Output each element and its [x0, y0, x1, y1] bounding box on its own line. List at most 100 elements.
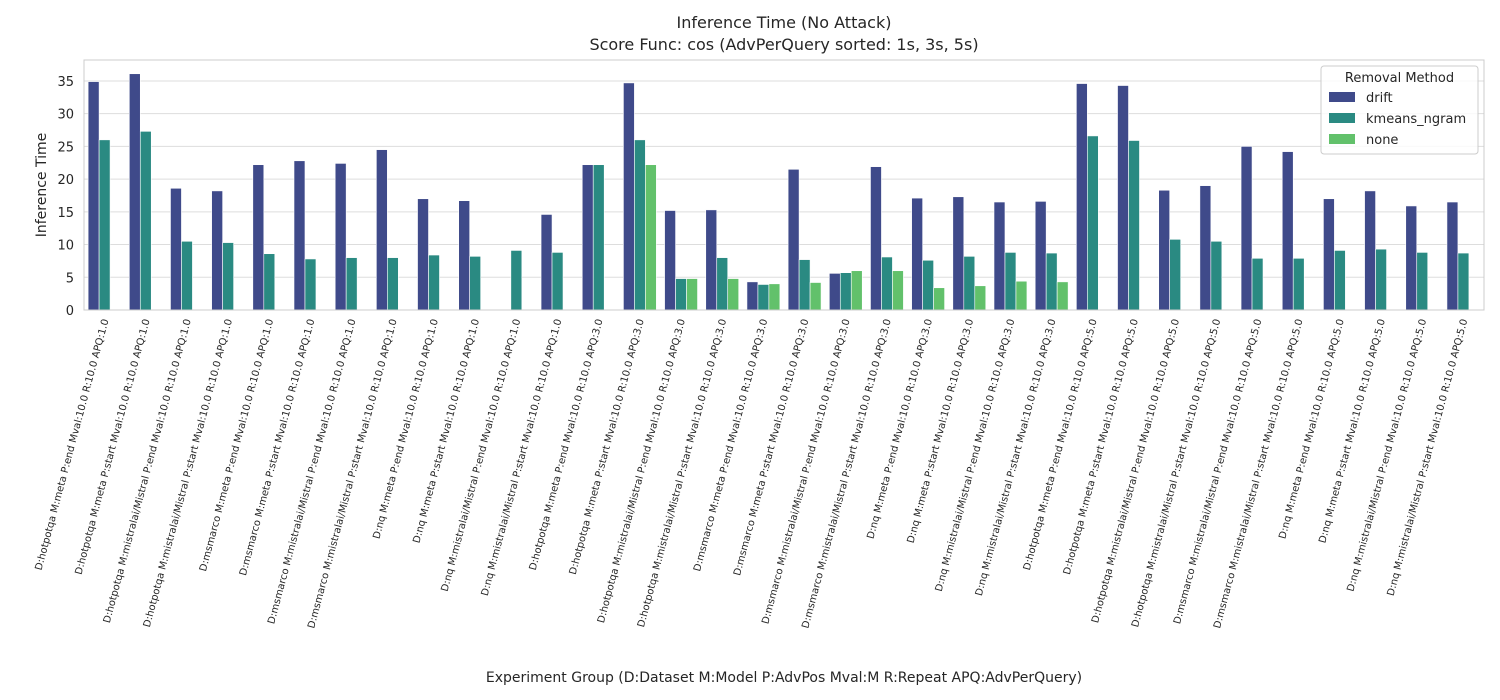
bar-drift	[1158, 189, 1170, 311]
x-tick-label: D:hotpotqa M:meta P:end Mval:10.0 R:10.0…	[34, 318, 112, 572]
bar-kmeans-ngram	[839, 272, 852, 311]
x-tick-label: D:hotpotqa M:mistralai/Mistral P:end Mva…	[102, 318, 194, 624]
x-tick-label: D:nq M:mistralai/Mistral P:start Mval:10…	[974, 318, 1059, 597]
bar-drift	[376, 149, 388, 311]
bar-kmeans-ngram	[757, 284, 770, 311]
bar-kmeans-ngram	[1457, 252, 1470, 311]
bar-kmeans-ngram	[345, 257, 358, 311]
bar-kmeans-ngram	[1087, 135, 1099, 311]
bar-none	[850, 270, 863, 311]
bar-none	[645, 164, 657, 311]
bar-kmeans-ngram	[1334, 250, 1346, 311]
plot-frame	[83, 59, 1485, 311]
bar-none	[974, 285, 987, 311]
bar-kmeans-ngram	[675, 278, 687, 311]
bar-kmeans-ngram	[881, 256, 893, 311]
x-tick-label: D:hotpotqa M:mistralai/Mistral P:end Mva…	[1090, 318, 1182, 624]
bar-drift	[911, 197, 923, 311]
bar-drift	[1240, 146, 1253, 311]
x-tick-label: D:msmarco M:meta P:start Mval:10.0 R:10.…	[238, 318, 317, 577]
x-tick-label: D:msmarco M:meta P:end Mval:10.0 R:10.0 …	[692, 318, 770, 573]
bar-drift	[746, 281, 759, 311]
x-tick-label: D:hotpotqa M:meta P:end Mval:10.0 R:10.0…	[1022, 318, 1100, 572]
x-tick-label: D:hotpotqa M:meta P:start Mval:10.0 R:10…	[74, 318, 153, 576]
y-tick-label: 30	[57, 108, 74, 123]
bar-none	[1056, 281, 1069, 311]
bar-kmeans-ngram	[963, 256, 976, 311]
legend-swatch-kmeans-ngram	[1329, 113, 1355, 123]
bar-none	[809, 282, 822, 311]
grid-lines	[84, 80, 1484, 311]
bar-drift	[128, 73, 141, 311]
bar-kmeans-ngram	[1292, 257, 1305, 311]
bar-none	[768, 283, 781, 311]
x-axis-label: Experiment Group (D:Dataset M:Model P:Ad…	[486, 670, 1082, 686]
bar-kmeans-ngram	[304, 258, 317, 311]
x-tick-label: D:hotpotqa M:meta P:start Mval:10.0 R:10…	[1062, 318, 1141, 576]
bar-none	[727, 278, 740, 311]
bar-drift	[870, 166, 882, 311]
bar-kmeans-ngram	[1169, 239, 1181, 311]
bar-kmeans-ngram	[181, 240, 193, 311]
x-axis-ticks: D:hotpotqa M:meta P:end Mval:10.0 R:10.0…	[34, 318, 1471, 630]
bar-drift	[540, 214, 553, 311]
bar-kmeans-ngram	[1004, 252, 1017, 311]
bar-drift	[1323, 198, 1335, 311]
x-tick-label: D:nq M:mistralai/Mistral P:start Mval:10…	[1386, 318, 1471, 597]
x-tick-label: D:msmarco M:mistralai/Mistral P:end Mval…	[1172, 318, 1264, 626]
bar-drift	[252, 164, 265, 311]
bar-drift	[1405, 205, 1418, 311]
legend-swatch-none	[1329, 134, 1355, 144]
y-tick-label: 0	[66, 304, 74, 319]
bar-kmeans-ngram	[510, 250, 523, 311]
bar-drift	[87, 81, 100, 311]
y-tick-label: 5	[66, 271, 74, 286]
bar-none	[1015, 280, 1028, 311]
bar-kmeans-ngram	[592, 164, 605, 311]
bar-drift	[581, 164, 594, 311]
bar-kmeans-ngram	[1251, 257, 1264, 311]
x-tick-label: D:hotpotqa M:mistralai/Mistral P:start M…	[636, 318, 729, 629]
bar-drift	[787, 168, 800, 311]
legend-label-kmeans-ngram: kmeans_ngram	[1366, 112, 1466, 127]
x-tick-label: D:nq M:mistralai/Mistral P:end Mval:10.0…	[1346, 318, 1430, 593]
bar-drift	[211, 190, 223, 311]
bar-none	[933, 287, 945, 311]
x-tick-label: D:msmarco M:mistralai/Mistral P:end Mval…	[760, 318, 852, 626]
bar-drift	[664, 210, 676, 311]
bar-drift	[1446, 201, 1459, 311]
bars-group	[87, 73, 1470, 311]
x-tick-label: D:hotpotqa M:meta P:start Mval:10.0 R:10…	[568, 318, 647, 576]
x-tick-label: D:msmarco M:meta P:end Mval:10.0 R:10.0 …	[198, 318, 276, 573]
legend-title: Removal Method	[1345, 71, 1454, 86]
bar-kmeans-ngram	[139, 131, 152, 311]
bar-kmeans-ngram	[1128, 140, 1140, 311]
y-tick-label: 20	[57, 173, 74, 188]
x-tick-label: D:hotpotqa M:meta P:end Mval:10.0 R:10.0…	[528, 318, 606, 572]
x-tick-label: D:msmarco M:meta P:start Mval:10.0 R:10.…	[732, 318, 811, 577]
x-tick-label: D:nq M:mistralai/Mistral P:end Mval:10.0…	[934, 318, 1018, 593]
bar-drift	[1364, 190, 1376, 311]
bar-drift	[623, 82, 635, 311]
bar-drift	[1076, 83, 1088, 311]
bar-drift	[952, 196, 965, 311]
y-tick-label: 35	[57, 75, 74, 90]
chart-subtitle: Score Func: cos (AdvPerQuery sorted: 1s,…	[589, 35, 978, 54]
x-tick-label: D:nq M:mistralai/Mistral P:end Mval:10.0…	[440, 318, 524, 593]
bar-drift	[458, 200, 470, 311]
y-tick-label: 10	[57, 239, 74, 254]
x-tick-label: D:msmarco M:mistralai/Mistral P:end Mval…	[266, 318, 358, 626]
y-axis-label: Inference Time	[34, 133, 50, 238]
x-tick-label: D:nq M:mistralai/Mistral P:start Mval:10…	[480, 318, 565, 597]
bar-drift	[828, 273, 841, 311]
legend-label-none: none	[1366, 133, 1398, 148]
y-tick-label: 25	[57, 140, 74, 155]
bar-kmeans-ngram	[98, 139, 111, 311]
bar-kmeans-ngram	[1045, 252, 1058, 311]
x-tick-label: D:msmarco M:mistralai/Mistral P:start Mv…	[800, 318, 893, 630]
y-axis-ticks: 0 5 10 15 20 25 30 35	[57, 75, 74, 319]
bar-kmeans-ngram	[798, 259, 811, 311]
bar-kmeans-ngram	[428, 254, 440, 311]
